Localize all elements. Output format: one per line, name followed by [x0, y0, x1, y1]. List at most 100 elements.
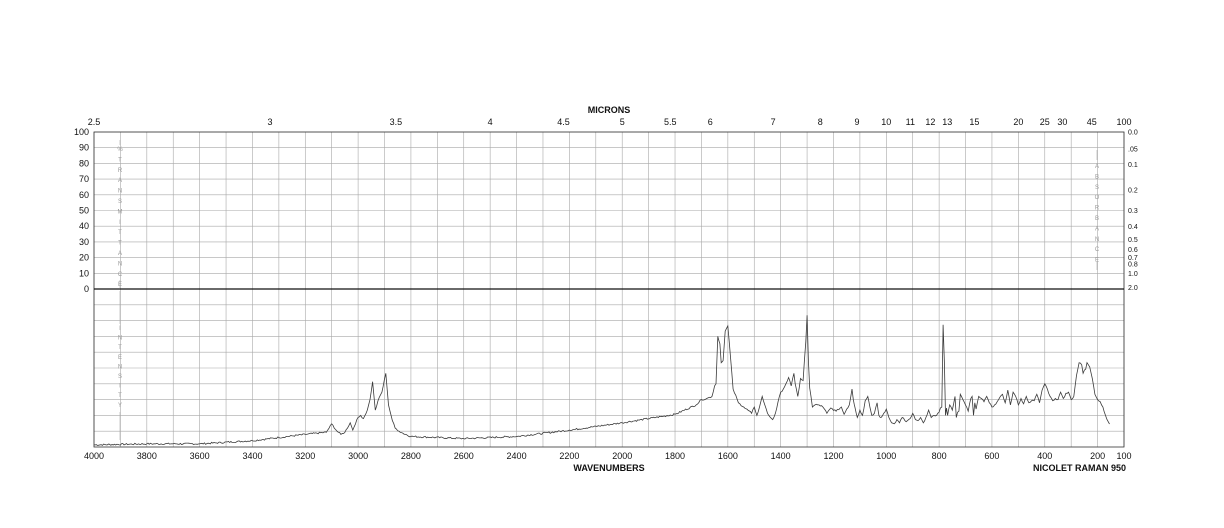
x-tick-label: 2400	[507, 451, 527, 461]
absorbance-tick-label: 0.0	[1128, 130, 1138, 137]
spectrum-line	[94, 315, 1110, 446]
vertical-letter: R	[118, 168, 123, 174]
micron-tick-label: 15	[969, 117, 979, 127]
vertical-letter: S	[1095, 185, 1099, 191]
vertical-letter: N	[118, 261, 122, 267]
vertical-letter: B	[1095, 174, 1099, 180]
vertical-letter: E	[118, 355, 122, 361]
vertical-letter: I	[119, 384, 121, 390]
micron-tick-label: 9	[854, 117, 859, 127]
absorbance-tick-label: 0.1	[1128, 162, 1138, 169]
vertical-letter: A	[1095, 226, 1099, 232]
absorbance-tick-label: 0.4	[1128, 224, 1138, 231]
vertical-letter: I	[119, 326, 121, 332]
x-tick-label: 400	[1037, 451, 1052, 461]
absorbance-tick-label: 0.7	[1128, 255, 1138, 262]
x-tick-label: 100	[1116, 451, 1131, 461]
vertical-letter: N	[1095, 237, 1099, 243]
micron-tick-label: 4	[488, 117, 493, 127]
micron-tick-label: 7	[771, 117, 776, 127]
x-tick-label: 3600	[190, 451, 210, 461]
micron-tick-label: 100	[1116, 117, 1131, 127]
micron-tick-label: 20	[1013, 117, 1023, 127]
vertical-letter: N	[118, 364, 122, 370]
vertical-letter: B	[1095, 216, 1099, 222]
x-tick-label: 1800	[665, 451, 685, 461]
vertical-letter: C	[118, 272, 123, 278]
x-tick-label: 2600	[454, 451, 474, 461]
micron-tick-label: 6	[708, 117, 713, 127]
micron-tick-label: 25	[1040, 117, 1050, 127]
vertical-letter: A	[1095, 164, 1099, 170]
vertical-letter: T	[118, 157, 122, 163]
x-tick-label: 800	[932, 451, 947, 461]
transmittance-tick-label: 60	[79, 190, 89, 200]
instrument-label: NICOLET RAMAN 950	[1033, 463, 1126, 473]
micron-tick-label: 2.5	[88, 117, 101, 127]
tick-labels: 4000 3800 3600 3400 3200 3000 2800 2600 2400 2200…	[74, 117, 1138, 461]
transmittance-tick-label: 20	[79, 253, 89, 263]
vertical-letter: T	[118, 241, 122, 247]
transmittance-tick-label: 50	[79, 206, 89, 216]
vertical-letter: R	[1095, 206, 1100, 212]
micron-tick-label: 8	[818, 117, 823, 127]
micron-tick-label: 30	[1057, 117, 1067, 127]
vertical-letter: O	[1095, 195, 1100, 201]
micron-tick-label: 11	[906, 117, 915, 127]
top-axis-title: MICRONS	[588, 105, 631, 115]
x-tick-label: 1600	[718, 451, 738, 461]
x-tick-label: 1000	[876, 451, 896, 461]
absorbance-tick-label: 0.2	[1128, 187, 1138, 194]
vertical-letter: M	[118, 209, 123, 215]
absorbance-tick-label: .05	[1128, 147, 1138, 154]
x-tick-label: 2200	[559, 451, 579, 461]
x-tick-label: 1200	[823, 451, 843, 461]
transmittance-axis-label: %TRANSMITTANCE	[117, 147, 123, 288]
absorbance-tick-label: 0.3	[1128, 208, 1138, 215]
vertical-letter: I	[119, 220, 121, 226]
micron-tick-label: 13	[942, 117, 952, 127]
vertical-letter: A	[118, 251, 122, 257]
vertical-letter: T	[118, 393, 122, 399]
micron-tick-label: 5.5	[664, 117, 677, 127]
x-tick-label: 3800	[137, 451, 157, 461]
transmittance-tick-label: 100	[74, 127, 89, 137]
x-tick-label: 3200	[295, 451, 315, 461]
vertical-letter: A	[118, 178, 122, 184]
absorbance-tick-label: 2.0	[1128, 285, 1138, 292]
x-tick-label: 1400	[771, 451, 791, 461]
vertical-letter: C	[1095, 247, 1100, 253]
vertical-letter: Y	[118, 403, 122, 409]
x-tick-label: 600	[984, 451, 999, 461]
transmittance-tick-label: 90	[79, 143, 89, 153]
micron-tick-label: 10	[881, 117, 891, 127]
vertical-letter: S	[118, 374, 122, 380]
x-tick-label: 3400	[242, 451, 262, 461]
vertical-letter: N	[118, 336, 122, 342]
transmittance-tick-label: 10	[79, 268, 89, 278]
absorbance-tick-label: 1.0	[1128, 271, 1138, 278]
x-tick-label: 3000	[348, 451, 368, 461]
micron-tick-label: 12	[925, 117, 935, 127]
transmittance-tick-label: 40	[79, 221, 89, 231]
micron-tick-label: 5	[620, 117, 625, 127]
vertical-letter: %	[117, 147, 123, 153]
absorbance-tick-label: 0.6	[1128, 247, 1138, 254]
absorbance-tick-label: 0.5	[1128, 237, 1138, 244]
vertical-letter: N	[118, 189, 122, 195]
vertical-letter: T	[118, 230, 122, 236]
x-tick-label: 2800	[401, 451, 421, 461]
x-tick-label: 200	[1090, 451, 1105, 461]
x-tick-label: 4000	[84, 451, 104, 461]
x-tick-label: 2000	[612, 451, 632, 461]
transmittance-tick-label: 80	[79, 158, 89, 168]
micron-tick-label: 3.5	[390, 117, 403, 127]
micron-tick-label: 4.5	[557, 117, 570, 127]
vertical-letter: T	[118, 345, 122, 351]
vertical-letter: E	[1095, 258, 1099, 264]
plot-frame	[93, 131, 1125, 448]
micron-tick-label: 45	[1087, 117, 1097, 127]
